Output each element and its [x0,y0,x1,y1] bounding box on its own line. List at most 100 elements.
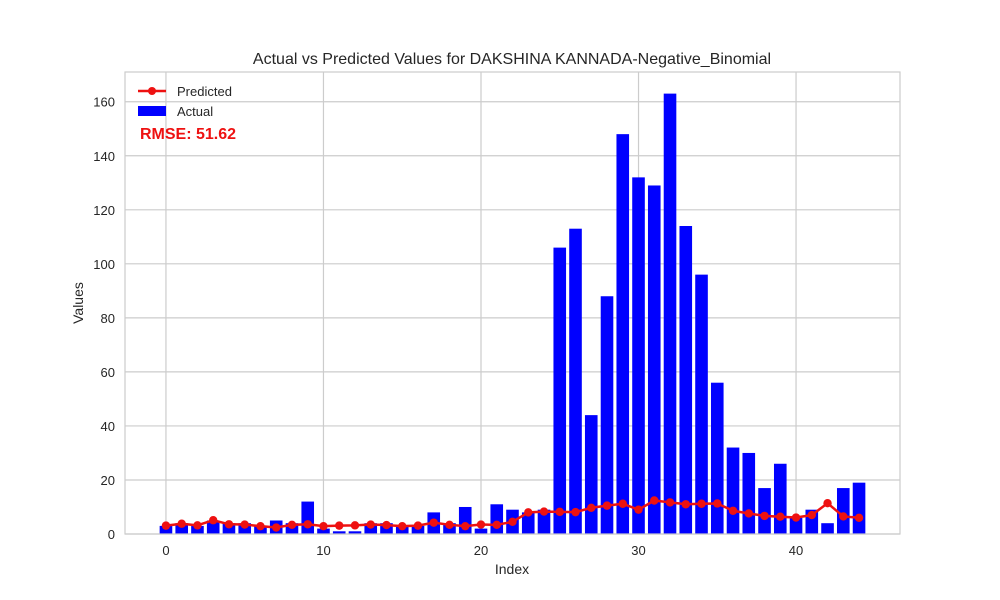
predicted-point [776,512,785,521]
actual-bar [490,504,504,534]
predicted-point [665,498,675,507]
actual-bar [584,415,598,534]
actual-bar [663,93,677,534]
predicted-point [335,521,344,530]
actual-bar [695,274,708,534]
predicted-point [744,509,753,518]
actual-bar [332,531,346,534]
actual-bar [647,185,661,534]
actual-bar [600,296,614,534]
x-tick-labels: 0 10 20 30 40 [162,543,803,558]
y-tick-label: 40 [101,419,115,434]
y-tick-label: 80 [101,311,115,326]
predicted-point [461,521,470,531]
legend-predicted-marker-icon [148,87,156,95]
actual-bar [679,226,693,534]
legend-predicted-label: Predicted [177,84,232,99]
predicted-point [445,520,454,530]
predicted-point [240,520,249,529]
y-tick-label: 120 [93,203,115,218]
actual-bar [632,177,645,535]
actual-bar [317,528,330,534]
predicted-point [650,496,659,505]
actual-bar [159,525,173,534]
actual-bar [836,488,850,534]
predicted-point [398,521,407,531]
grid-lines [125,72,900,535]
actual-bar [191,525,204,534]
predicted-point [839,512,848,521]
predicted-point [728,506,738,515]
predicted-point [350,521,360,530]
predicted-point [760,511,769,521]
predicted-point [618,499,627,508]
predicted-point [319,521,328,531]
y-tick-labels: 0 20 40 60 80 100 120 140 160 [93,95,115,542]
predicted-point [524,508,533,517]
y-tick-label: 60 [101,365,115,380]
y-tick-label: 160 [93,95,115,110]
predicted-point [177,519,186,528]
predicted-point [713,499,722,508]
actual-bar [726,447,740,534]
actual-bar [758,488,771,534]
predicted-point [492,520,501,530]
x-tick-label: 30 [631,543,645,558]
rmse-annotation: RMSE: 51.62 [140,126,236,143]
plot-area [125,72,900,534]
predicted-point [854,513,864,522]
predicted-point [209,516,218,525]
x-tick-label: 40 [789,543,803,558]
predicted-point [681,500,690,509]
predicted-point [382,520,391,530]
x-tick-label: 20 [474,543,488,558]
actual-bar [411,525,425,534]
predicted-point [791,513,801,522]
predicted-point [161,521,171,530]
x-tick-label: 10 [316,543,330,558]
actual-bar [553,247,567,535]
predicted-point [224,520,234,529]
predicted-point [413,521,423,530]
actual-bar [773,463,787,534]
actual-bar [569,228,582,534]
y-tick-label: 20 [101,473,115,488]
predicted-point [634,505,643,514]
actual-bar [710,382,724,534]
actual-bar [821,523,834,534]
predicted-point [697,499,706,508]
actual-bar [222,523,236,534]
predicted-point [539,507,549,516]
legend-actual-swatch-icon [138,106,166,116]
predicted-point [555,507,564,517]
predicted-point [571,507,580,517]
actual-bar [301,501,315,534]
predicted-point [193,521,202,530]
predicted-point [287,520,297,530]
predicted-point [602,501,612,510]
actual-bar [852,482,866,534]
actual-bar [474,528,488,534]
y-axis-title: Values [70,282,86,324]
x-axis-title: Index [495,561,529,577]
actual-bar [521,512,535,534]
y-tick-label: 100 [93,257,115,272]
legend: Predicted Actual [138,84,232,119]
chart-title: Actual vs Predicted Values for DAKSHINA … [253,51,771,68]
predicted-point [272,523,281,532]
predicted-point [823,499,832,508]
predicted-point [303,520,312,529]
actual-bars [159,93,866,535]
predicted-point [256,521,265,531]
predicted-point [429,518,438,527]
plot-frame [124,71,901,535]
legend-actual-label: Actual [177,104,213,119]
actual-bar [789,517,803,534]
actual-bar [616,134,630,534]
actual-bar [206,520,220,534]
predicted-point [807,510,816,520]
actual-bar [537,509,551,534]
predicted-point [508,517,517,527]
predicted-point [587,503,596,512]
